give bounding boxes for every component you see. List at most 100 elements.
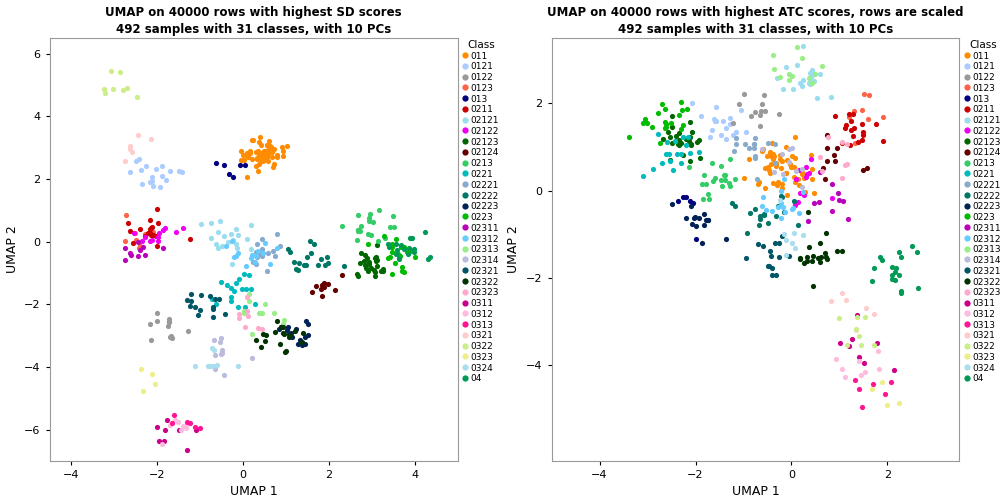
- Point: [654, 100, 670, 108]
- Point: [747, 152, 763, 160]
- Point: [352, 259, 368, 267]
- Point: [842, 113, 858, 121]
- Point: [763, 160, 779, 168]
- Point: [747, 205, 763, 213]
- Point: [854, 137, 870, 145]
- Point: [751, 221, 767, 229]
- X-axis label: UMAP 1: UMAP 1: [732, 485, 779, 498]
- Point: [774, 150, 790, 158]
- Point: [724, 199, 740, 207]
- Point: [281, 330, 297, 338]
- Point: [142, 135, 158, 143]
- Point: [675, 121, 691, 129]
- Point: [888, 265, 904, 273]
- Point: [260, 150, 276, 158]
- Point: [726, 147, 742, 155]
- Point: [682, 202, 699, 210]
- Point: [226, 173, 242, 181]
- Point: [253, 150, 269, 158]
- Point: [661, 150, 677, 158]
- Point: [140, 229, 156, 237]
- Point: [265, 163, 281, 171]
- Point: [777, 144, 793, 152]
- Point: [793, 183, 809, 191]
- Point: [254, 308, 270, 317]
- Point: [375, 268, 391, 276]
- Point: [705, 177, 721, 185]
- Point: [781, 77, 797, 85]
- Point: [264, 148, 280, 156]
- Point: [838, 296, 854, 304]
- Point: [244, 137, 260, 145]
- Point: [859, 164, 875, 172]
- Point: [214, 346, 230, 354]
- Point: [361, 217, 377, 225]
- Point: [327, 286, 343, 294]
- Point: [858, 304, 874, 312]
- Point: [802, 73, 818, 81]
- Point: [752, 110, 768, 118]
- Point: [394, 263, 410, 271]
- Point: [690, 136, 707, 144]
- Point: [755, 242, 771, 250]
- Point: [718, 235, 734, 243]
- Point: [827, 112, 843, 120]
- Point: [217, 310, 233, 318]
- Point: [765, 155, 781, 163]
- Point: [161, 167, 177, 175]
- Point: [825, 194, 841, 202]
- Point: [269, 153, 285, 161]
- Point: [266, 251, 282, 260]
- Point: [317, 261, 333, 269]
- Point: [135, 387, 151, 395]
- Point: [382, 223, 398, 231]
- Point: [204, 295, 220, 303]
- Point: [244, 330, 260, 338]
- Point: [685, 199, 702, 207]
- Point: [664, 139, 680, 147]
- Point: [851, 332, 867, 340]
- Point: [296, 261, 312, 269]
- Point: [294, 329, 310, 337]
- Point: [145, 228, 161, 236]
- Point: [747, 154, 763, 162]
- Point: [350, 211, 366, 219]
- Point: [765, 179, 781, 187]
- Point: [149, 423, 165, 431]
- Point: [122, 145, 138, 153]
- Point: [875, 137, 891, 145]
- Point: [253, 343, 269, 351]
- Point: [275, 329, 291, 337]
- Point: [773, 192, 789, 200]
- Point: [248, 162, 264, 170]
- Point: [864, 385, 880, 393]
- Point: [803, 151, 820, 159]
- Point: [239, 173, 255, 181]
- Point: [259, 153, 275, 161]
- Point: [366, 266, 382, 274]
- Point: [760, 163, 776, 171]
- Point: [149, 308, 165, 317]
- Point: [743, 111, 759, 119]
- Point: [232, 161, 248, 169]
- Point: [360, 267, 376, 275]
- Point: [228, 279, 244, 287]
- Point: [675, 193, 691, 201]
- Point: [669, 140, 685, 148]
- Point: [838, 121, 854, 129]
- Point: [171, 167, 187, 175]
- Point: [248, 248, 264, 256]
- Point: [866, 264, 882, 272]
- Point: [149, 205, 165, 213]
- Point: [801, 80, 817, 88]
- Point: [358, 264, 374, 272]
- Point: [671, 141, 687, 149]
- Point: [809, 254, 826, 262]
- Point: [805, 253, 822, 261]
- Point: [669, 197, 685, 205]
- Point: [253, 142, 269, 150]
- Point: [382, 253, 398, 261]
- Point: [673, 159, 689, 167]
- Point: [760, 263, 776, 271]
- Point: [269, 317, 285, 325]
